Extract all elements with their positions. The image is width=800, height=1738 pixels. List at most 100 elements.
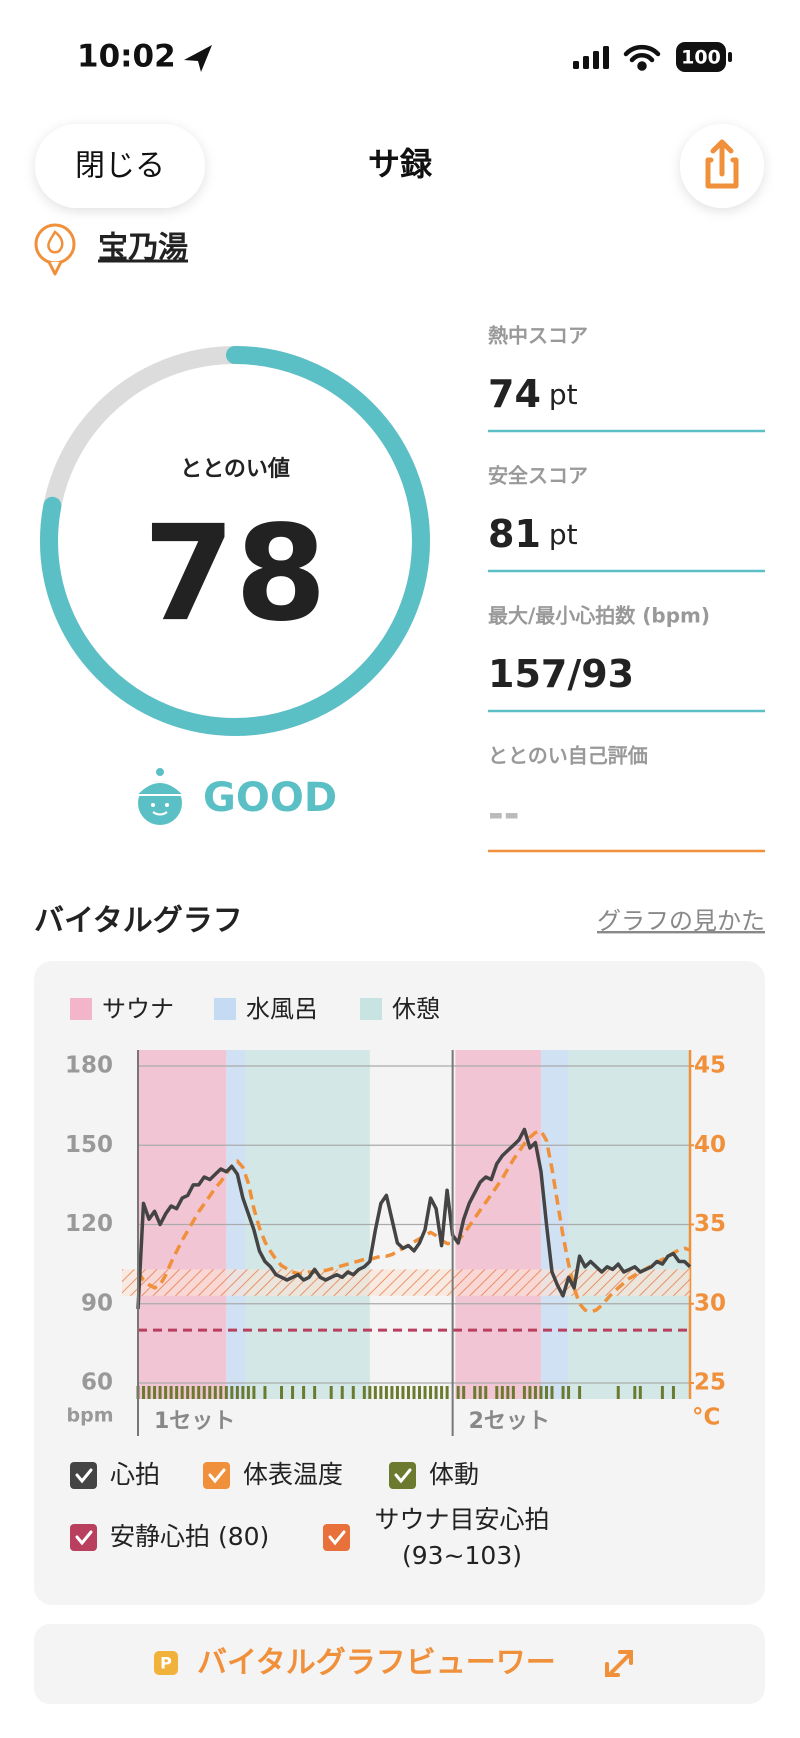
gauge-arc xyxy=(40,346,430,736)
stat-number: 157/93 xyxy=(488,652,634,696)
y2-tick-label: 25 xyxy=(694,1370,726,1396)
motion-mark xyxy=(252,1386,256,1399)
checkbox[interactable] xyxy=(203,1462,230,1489)
checkbox[interactable] xyxy=(70,1524,97,1551)
motion-mark xyxy=(340,1386,344,1399)
legend-swatch xyxy=(360,998,382,1020)
motion-mark xyxy=(528,1386,532,1399)
motion-mark xyxy=(671,1386,675,1399)
expand-icon[interactable] xyxy=(605,1650,633,1677)
checkmark xyxy=(75,1468,93,1484)
motion-mark xyxy=(280,1386,284,1399)
motion-mark xyxy=(462,1386,466,1399)
motion-mark xyxy=(429,1386,433,1399)
stat-value: -- xyxy=(488,792,520,836)
motion-mark xyxy=(418,1386,422,1399)
motion-mark xyxy=(445,1386,449,1399)
help-link[interactable]: グラフの見かた xyxy=(597,907,765,935)
motion-mark xyxy=(142,1386,146,1399)
checkmark xyxy=(328,1530,346,1546)
motion-mark xyxy=(175,1386,179,1399)
motion-mark xyxy=(180,1386,184,1399)
y-axis-label: bpm xyxy=(67,1405,114,1427)
checkmark xyxy=(75,1530,93,1546)
legend-swatch xyxy=(214,998,236,1020)
stat-label: ととのい自己評価 xyxy=(488,744,648,768)
battery-nub xyxy=(728,52,732,62)
motion-mark xyxy=(412,1386,416,1399)
y-tick-label: 180 xyxy=(65,1053,113,1079)
motion-mark xyxy=(550,1386,554,1399)
check-label: (93~103) xyxy=(402,1541,522,1570)
rating-icon xyxy=(133,768,187,825)
y2-tick-label: 35 xyxy=(694,1211,726,1237)
motion-mark xyxy=(373,1386,377,1399)
motion-mark xyxy=(329,1386,333,1399)
motion-mark xyxy=(291,1386,295,1399)
battery-level: 100 xyxy=(681,47,721,69)
y2-tick-label: 45 xyxy=(694,1053,726,1079)
motion-mark xyxy=(495,1386,499,1399)
check-label: 体動 xyxy=(429,1460,479,1489)
gauge xyxy=(40,346,430,736)
motion-mark xyxy=(147,1386,151,1399)
motion-mark xyxy=(511,1386,515,1399)
checkbox[interactable] xyxy=(70,1462,97,1489)
motion-mark xyxy=(500,1386,504,1399)
viewer-label[interactable]: バイタルグラフビューワー xyxy=(197,1646,556,1681)
motion-mark xyxy=(153,1386,157,1399)
checkbox[interactable] xyxy=(323,1524,350,1551)
motion-mark xyxy=(379,1386,383,1399)
close-label[interactable]: 閉じる xyxy=(75,149,165,184)
check-label: サウナ目安心拍 xyxy=(374,1505,549,1534)
motion-mark xyxy=(434,1386,438,1399)
motion-mark xyxy=(362,1386,366,1399)
motion-mark xyxy=(241,1386,245,1399)
check-label: 安静心拍 (80) xyxy=(110,1522,269,1551)
score-value: 78 xyxy=(143,497,327,651)
motion-mark xyxy=(191,1386,195,1399)
motion-mark xyxy=(473,1386,477,1399)
wifi-icon xyxy=(623,44,661,71)
motion-mark xyxy=(633,1386,637,1399)
stat-number: -- xyxy=(488,792,520,836)
stat-value: 74 pt xyxy=(488,372,578,416)
motion-mark xyxy=(202,1386,206,1399)
share-icon[interactable] xyxy=(705,139,739,189)
checkmark xyxy=(394,1468,412,1484)
stat-number: 81 xyxy=(488,512,541,556)
motion-mark xyxy=(246,1386,250,1399)
close-button[interactable] xyxy=(35,124,205,208)
motion-mark xyxy=(158,1386,162,1399)
motion-mark xyxy=(616,1386,620,1399)
motion-mark xyxy=(384,1386,388,1399)
motion-mark xyxy=(368,1386,372,1399)
page-title: サ録 xyxy=(368,145,433,183)
stat-value: 81 pt xyxy=(488,512,578,556)
section-title: バイタルグラフ xyxy=(34,904,243,939)
viewer-button[interactable] xyxy=(34,1624,765,1704)
location-icon xyxy=(184,45,212,72)
score-label: ととのい値 xyxy=(180,457,290,482)
stat-value: 157/93 xyxy=(488,652,634,696)
motion-mark xyxy=(219,1386,223,1399)
check-label: 体表温度 xyxy=(243,1460,343,1489)
checkbox[interactable] xyxy=(389,1462,416,1489)
motion-mark xyxy=(578,1386,582,1399)
stat-label: 安全スコア xyxy=(488,464,588,488)
motion-mark xyxy=(484,1386,488,1399)
checkmark xyxy=(208,1468,226,1484)
motion-mark xyxy=(638,1386,642,1399)
motion-mark xyxy=(440,1386,444,1399)
facility-name[interactable]: 宝乃湯 xyxy=(98,231,188,266)
stat-number: 74 xyxy=(488,372,541,416)
motion-mark xyxy=(395,1386,399,1399)
motion-mark xyxy=(302,1386,306,1399)
y-tick-label: 90 xyxy=(81,1290,113,1316)
set-label: 2セット xyxy=(469,1409,550,1434)
stat-label: 最大/最小心拍数 (bpm) xyxy=(488,604,710,628)
motion-mark xyxy=(224,1386,228,1399)
set-label: 1セット xyxy=(154,1409,235,1434)
legend-swatch xyxy=(70,998,92,1020)
